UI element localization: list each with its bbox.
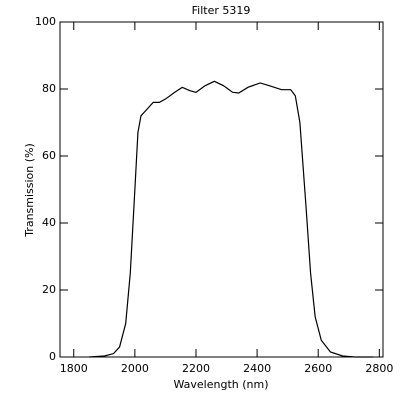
x-axis-label: Wavelength (nm) xyxy=(173,378,268,391)
y-axis-label: Transmission (%) xyxy=(23,143,36,238)
line-series xyxy=(88,80,374,358)
x-tick-label: 2000 xyxy=(121,362,149,375)
chart-title: Filter 5319 xyxy=(192,4,251,17)
y-tick-label: 80 xyxy=(42,82,56,95)
y-tick-label: 100 xyxy=(35,15,56,28)
y-tick-label: 20 xyxy=(42,283,56,296)
y-tick-label: 40 xyxy=(42,216,56,229)
plot-frame xyxy=(59,21,384,358)
x-tick-label: 1800 xyxy=(60,362,88,375)
y-tick-label: 60 xyxy=(42,149,56,162)
x-tick-label: 2600 xyxy=(304,362,332,375)
x-tick-label: 2200 xyxy=(182,362,210,375)
y-tick-label: 0 xyxy=(49,350,56,363)
x-tick-label: 2400 xyxy=(243,362,271,375)
x-tick-label: 2800 xyxy=(365,362,393,375)
